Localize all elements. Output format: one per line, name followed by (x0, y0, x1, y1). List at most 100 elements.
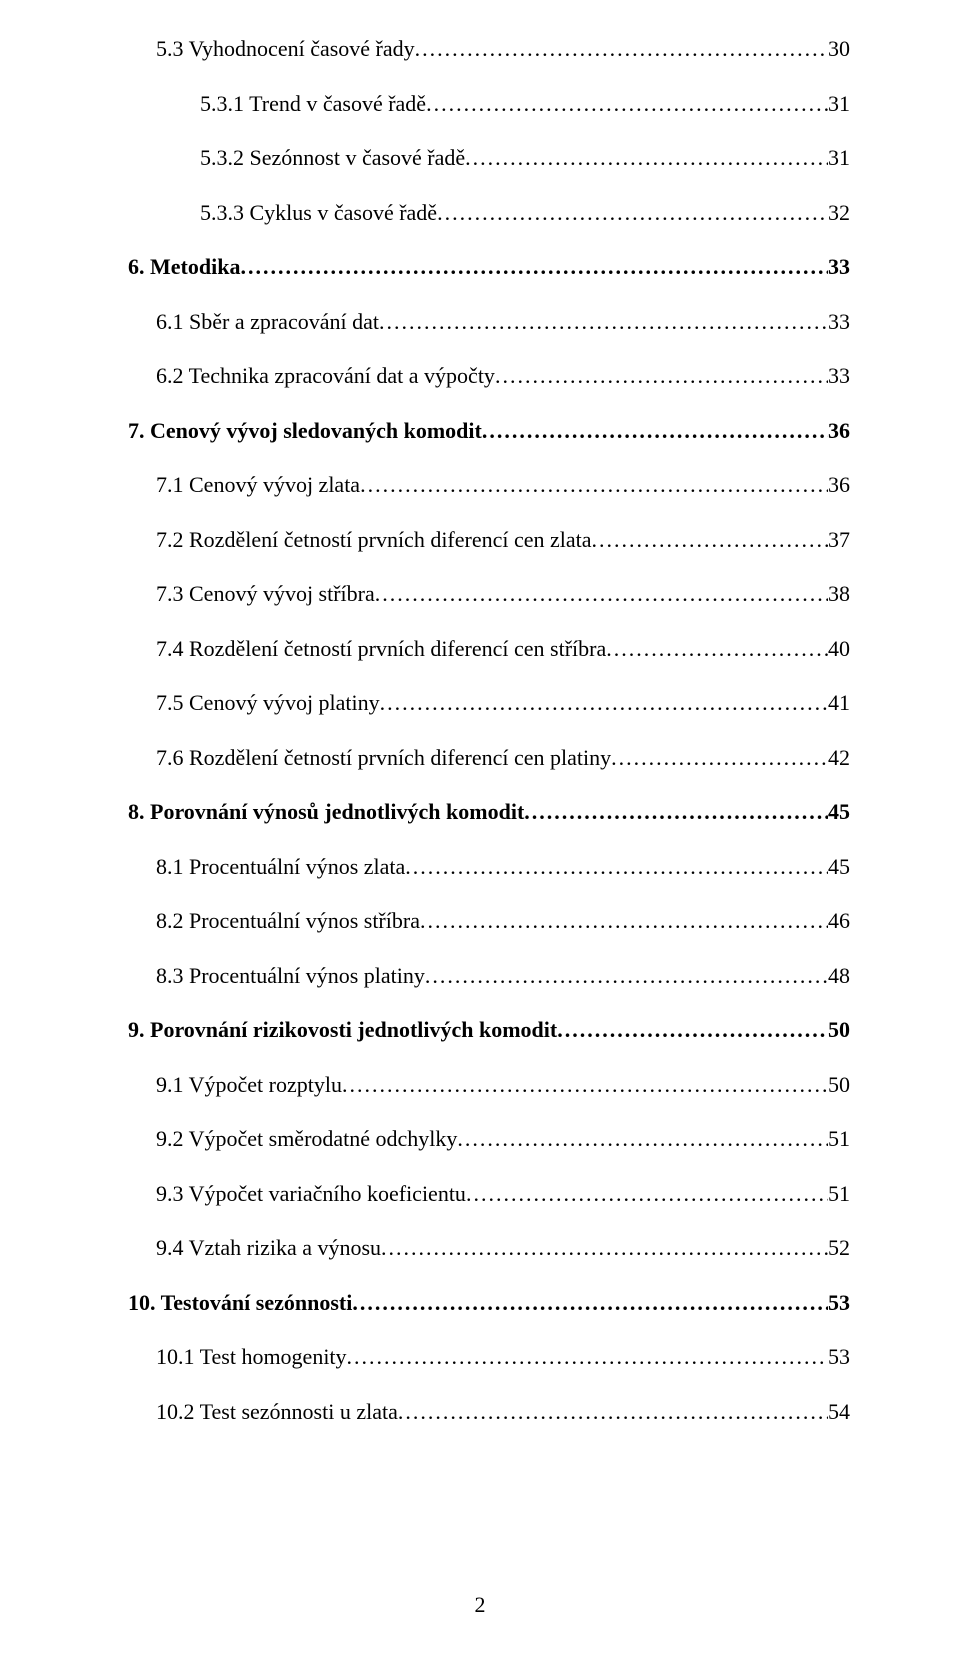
toc-leader-dots (405, 854, 828, 880)
toc-leader-dots (437, 200, 828, 226)
toc-entry-page: 53 (828, 1344, 850, 1370)
toc-leader-dots (398, 1399, 828, 1425)
toc-entry-page: 37 (828, 527, 850, 553)
toc-entry-label: 5.3.3 Cyklus v časové řadě (200, 200, 437, 226)
toc-entry: 7. Cenový vývoj sledovaných komodit 36 (128, 418, 850, 444)
toc-entry-label: 9.1 Výpočet rozptylu (156, 1072, 342, 1098)
toc-entry-label: 6.1 Sběr a zpracování dat (156, 309, 379, 335)
toc-entry-page: 31 (828, 91, 850, 117)
toc-leader-dots (466, 1181, 828, 1207)
toc-leader-dots (360, 472, 828, 498)
toc-entry: 9. Porovnání rizikovosti jednotlivých ko… (128, 1017, 850, 1043)
toc-entry-page: 41 (828, 690, 850, 716)
toc-entry-label: 7.5 Cenový vývoj platiny (156, 690, 380, 716)
toc-entry-label: 7. Cenový vývoj sledovaných komodit (128, 418, 482, 444)
toc-entry: 6.2 Technika zpracování dat a výpočty 33 (128, 363, 850, 389)
toc-leader-dots (592, 527, 828, 553)
toc-entry: 10.1 Test homogenity 53 (128, 1344, 850, 1370)
toc-entry-label: 7.3 Cenový vývoj stříbra (156, 581, 375, 607)
toc-entry: 10. Testování sezónnosti 53 (128, 1290, 850, 1316)
toc-entry-label: 6.2 Technika zpracování dat a výpočty (156, 363, 495, 389)
toc-leader-dots (240, 254, 828, 280)
toc-entry-label: 10.1 Test homogenity (156, 1344, 347, 1370)
toc-entry-label: 5.3.1 Trend v časové řadě (200, 91, 426, 117)
toc-entry-label: 5.3.2 Sezónnost v časové řadě (200, 145, 465, 171)
toc-entry: 5.3.1 Trend v časové řadě 31 (128, 91, 850, 117)
toc-entry: 9.2 Výpočet směrodatné odchylky 51 (128, 1126, 850, 1152)
toc-entry: 7.1 Cenový vývoj zlata 36 (128, 472, 850, 498)
toc-leader-dots (606, 636, 828, 662)
toc-entry-page: 31 (828, 145, 850, 171)
toc-entry-page: 32 (828, 200, 850, 226)
toc-leader-dots (420, 908, 828, 934)
toc-entry-label: 9.4 Vztah rizika a výnosu (156, 1235, 381, 1261)
toc-entry-label: 9.3 Výpočet variačního koeficientu (156, 1181, 466, 1207)
toc-entry-label: 7.2 Rozdělení četností prvních diferencí… (156, 527, 592, 553)
toc-entry: 5.3.3 Cyklus v časové řadě 32 (128, 200, 850, 226)
toc-entry-page: 33 (828, 254, 850, 280)
toc-entry-label: 10. Testování sezónnosti (128, 1290, 352, 1316)
toc-entry-page: 53 (828, 1290, 850, 1316)
toc-entry: 10.2 Test sezónnosti u zlata54 (128, 1399, 850, 1425)
toc-entry: 9.3 Výpočet variačního koeficientu 51 (128, 1181, 850, 1207)
toc-entry-page: 51 (828, 1126, 850, 1152)
toc-entry-page: 52 (828, 1235, 850, 1261)
toc-entry-label: 8.2 Procentuální výnos stříbra (156, 908, 420, 934)
toc-leader-dots (380, 690, 828, 716)
toc-leader-dots (524, 799, 828, 825)
toc-entry: 9.1 Výpočet rozptylu 50 (128, 1072, 850, 1098)
toc-entry-label: 7.6 Rozdělení četností prvních diferencí… (156, 745, 611, 771)
toc-entry: 7.2 Rozdělení četností prvních diferencí… (128, 527, 850, 553)
toc-entry: 8.2 Procentuální výnos stříbra 46 (128, 908, 850, 934)
toc-leader-dots (426, 91, 828, 117)
toc-entry: 5.3.2 Sezónnost v časové řadě 31 (128, 145, 850, 171)
toc-leader-dots (495, 363, 828, 389)
toc-entry-page: 33 (828, 309, 850, 335)
toc-entry-label: 10.2 Test sezónnosti u zlata (156, 1399, 398, 1425)
toc-leader-dots (557, 1017, 828, 1043)
toc-leader-dots (611, 745, 828, 771)
toc-leader-dots (375, 581, 828, 607)
toc-entry: 7.4 Rozdělení četností prvních diferencí… (128, 636, 850, 662)
toc-entry-label: 5.3 Vyhodnocení časové řady (156, 36, 415, 62)
toc-entry: 5.3 Vyhodnocení časové řady30 (128, 36, 850, 62)
toc-entry-page: 38 (828, 581, 850, 607)
toc-entry: 9.4 Vztah rizika a výnosu 52 (128, 1235, 850, 1261)
document-page: 5.3 Vyhodnocení časové řady30 5.3.1 Trend… (0, 0, 960, 1670)
toc-entry: 8.1 Procentuální výnos zlata 45 (128, 854, 850, 880)
table-of-contents: 5.3 Vyhodnocení časové řady30 5.3.1 Trend… (128, 36, 850, 1425)
toc-entry-page: 33 (828, 363, 850, 389)
toc-entry-label: 8. Porovnání výnosů jednotlivých komodit (128, 799, 524, 825)
toc-entry-page: 40 (828, 636, 850, 662)
toc-entry: 8. Porovnání výnosů jednotlivých komodit… (128, 799, 850, 825)
toc-leader-dots (379, 309, 828, 335)
toc-leader-dots (352, 1290, 828, 1316)
toc-entry: 7.5 Cenový vývoj platiny 41 (128, 690, 850, 716)
toc-entry: 7.3 Cenový vývoj stříbra 38 (128, 581, 850, 607)
toc-entry-page: 50 (828, 1017, 850, 1043)
toc-entry: 6. Metodika 33 (128, 254, 850, 280)
toc-entry-label: 9.2 Výpočet směrodatné odchylky (156, 1126, 457, 1152)
toc-entry-label: 8.1 Procentuální výnos zlata (156, 854, 405, 880)
toc-entry-page: 42 (828, 745, 850, 771)
toc-entry-label: 6. Metodika (128, 254, 240, 280)
toc-leader-dots (425, 963, 828, 989)
toc-entry-page: 46 (828, 908, 850, 934)
toc-leader-dots (342, 1072, 828, 1098)
toc-leader-dots (415, 36, 828, 62)
toc-entry-page: 36 (828, 418, 850, 444)
toc-entry-label: 8.3 Procentuální výnos platiny (156, 963, 425, 989)
toc-leader-dots (465, 145, 828, 171)
toc-leader-dots (482, 418, 828, 444)
toc-leader-dots (381, 1235, 828, 1261)
toc-entry-page: 50 (828, 1072, 850, 1098)
toc-entry-page: 48 (828, 963, 850, 989)
toc-entry: 7.6 Rozdělení četností prvních diferencí… (128, 745, 850, 771)
toc-entry-page: 36 (828, 472, 850, 498)
toc-entry-page: 51 (828, 1181, 850, 1207)
toc-entry: 8.3 Procentuální výnos platiny 48 (128, 963, 850, 989)
page-number: 2 (0, 1592, 960, 1618)
toc-entry-label: 7.4 Rozdělení četností prvních diferencí… (156, 636, 606, 662)
toc-entry-page: 45 (828, 854, 850, 880)
toc-entry-label: 7.1 Cenový vývoj zlata (156, 472, 360, 498)
